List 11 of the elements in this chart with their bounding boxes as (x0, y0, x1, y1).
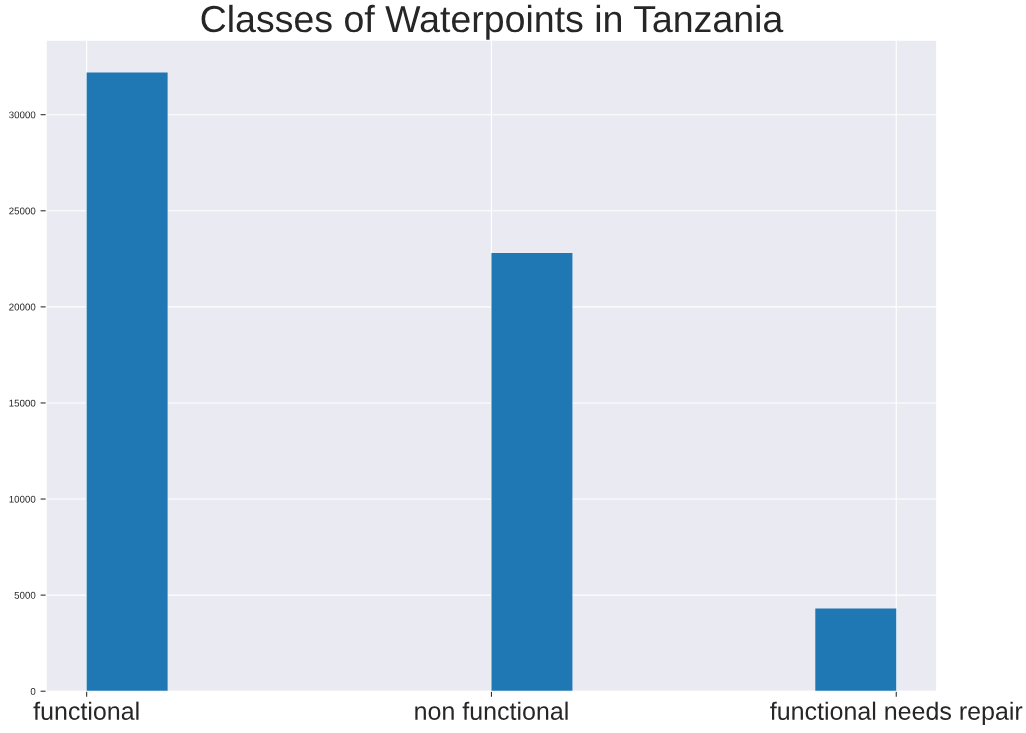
y-tick-label: 15000 (9, 399, 36, 407)
y-tick-label: 25000 (9, 207, 36, 215)
x-tick-label: functional needs repair (770, 701, 1023, 725)
y-tick-label: 20000 (9, 303, 36, 311)
x-tick-label: non functional (415, 701, 568, 720)
y-tick-label: 30000 (9, 111, 36, 119)
y-tick-label: 10000 (9, 495, 36, 503)
y-tick-label: 5000 (14, 591, 36, 599)
x-tick-label: functional (33, 701, 139, 720)
chart-title: Classes of Waterpoints in Tanzania (201, 4, 784, 40)
y-tick-label: 0 (30, 687, 36, 695)
